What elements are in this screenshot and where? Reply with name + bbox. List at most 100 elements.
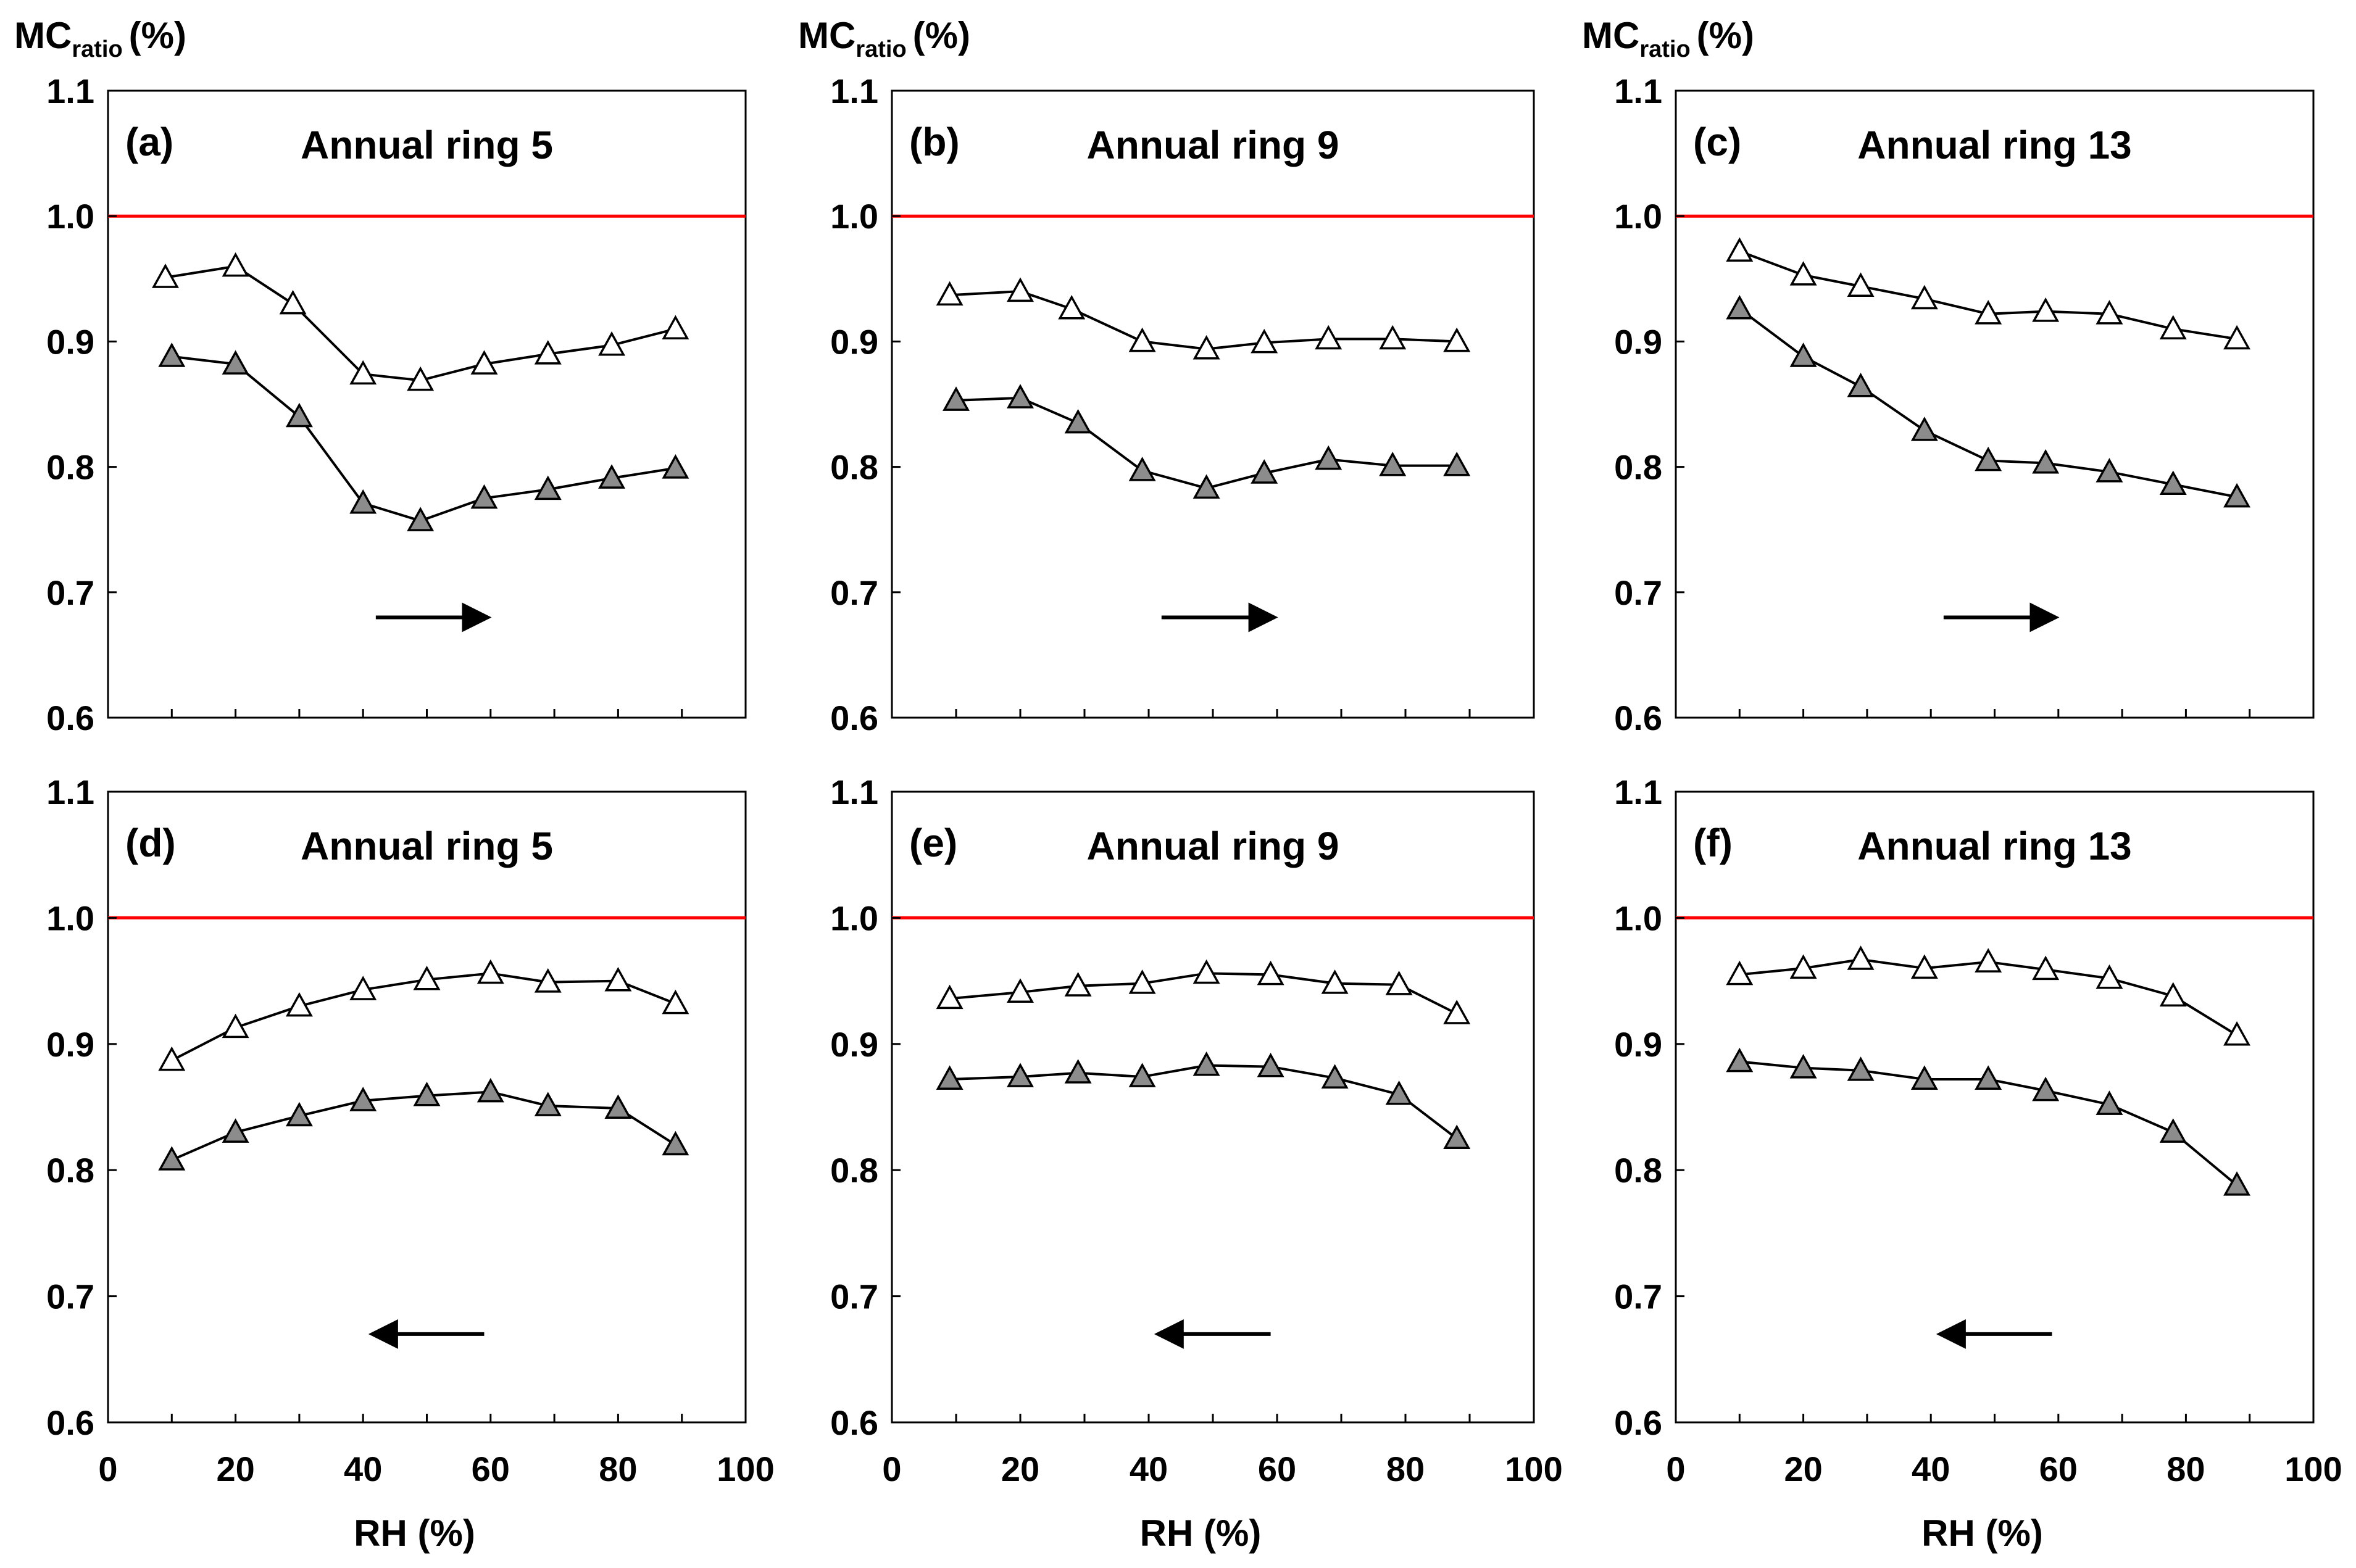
y-tick-label: 0.7 [1614,573,1662,612]
y-axis-label-unit: (%) [1697,15,1754,56]
y-tick-label: 0.9 [830,322,878,361]
open-triangle-marker [1251,328,1278,354]
y-tick-label: 1.1 [46,773,94,811]
filled-triangle-marker [1910,417,1938,441]
open-triangle-marker [936,984,964,1010]
y-axis-label: MCratio (%) [798,15,970,62]
filled-triangle-marker [1379,451,1407,476]
open-triangle-marker [1975,300,2002,325]
filled-triangle-marker [413,1082,441,1106]
y-tick-label: 1.1 [1614,72,1662,110]
panel-letter: (b) [909,120,960,164]
filled-triangle-marker [285,1101,313,1127]
open-triangle-marker [1847,272,1875,297]
y-tick-label: 1.0 [1614,898,1662,937]
y-axis-label: MCratio (%) [1582,15,1754,62]
open-triangle-marker [1058,294,1086,320]
open-triangle-marker [662,989,689,1014]
y-tick-label: 0.6 [46,1403,94,1442]
open-triangle-marker [604,966,632,992]
filled-triangle-marker [1789,1054,1817,1079]
y-axis-label-main: MC [798,15,855,56]
open-triangle-marker [1385,971,1413,995]
open-triangle-marker [1789,954,1817,979]
filled-triangle-marker [1128,1063,1156,1087]
open-triangle-marker [1128,969,1156,994]
filled-triangle-marker [158,1146,186,1171]
filled-triangle-marker [1064,1059,1092,1084]
open-triangle-marker [151,263,179,288]
x-tick-label: 60 [1258,1450,1296,1488]
open-triangle-marker [1443,1000,1471,1024]
open-triangle-marker [1193,334,1220,360]
y-tick-label: 1.1 [830,773,878,811]
filled-triangle-marker [662,1130,689,1156]
x-axis-label: RH (%) [1140,1512,1262,1554]
filled-triangle-marker [1251,459,1278,484]
y-tick-label: 1.0 [46,197,94,236]
filled-triangle-marker [2159,470,2187,495]
open-triangle-marker [1847,945,1875,970]
open-triangle-marker [2159,982,2187,1007]
y-axis-label-unit: (%) [913,15,970,56]
panel-b: 0.6 0.7 0.8 0.9 1.0 1.1 (b) Annual ring 9 MCrati… [798,15,1535,737]
filled-triangle-marker [1193,474,1220,499]
open-triangle-marker [1443,327,1471,352]
open-triangle-marker [285,992,313,1017]
x-axis-label: RH (%) [354,1512,475,1554]
y-tick-label: 0.8 [1614,448,1662,487]
x-tick-label: 20 [1784,1450,1822,1488]
open-triangle-marker [598,331,626,356]
y-tick-label: 0.6 [1614,1403,1662,1442]
open-triangle-marker [413,965,441,990]
y-axis-label-sub: ratio [72,36,122,62]
filled-triangle-marker [943,386,970,411]
filled-triangle-marker [2096,1090,2123,1115]
y-tick-label: 1.1 [1614,773,1662,811]
filled-triangle-marker [662,454,689,479]
plot-frame [107,790,747,1424]
open-triangle-marker [2096,964,2123,989]
open-triangle-marker [1007,978,1034,1003]
filled-triangle-marker [470,484,498,509]
filled-triangle-marker [1385,1080,1413,1105]
y-tick-label: 1.0 [830,898,878,937]
filled-triangle-marker [285,402,313,428]
open-triangle-marker [1789,261,1817,286]
open-triangle-marker [2032,955,2060,981]
y-tick-label: 0.8 [1614,1151,1662,1190]
panel-f: 0.6 0.7 0.8 0.9 1.0 1.1 0 20 40 60 80 100 RH (%) (f) A… [1614,773,2342,1554]
open-triangle-marker [349,360,377,385]
filled-triangle-marker [1128,457,1156,481]
filled-triangle-marker [349,489,377,514]
x-tick-label: 20 [216,1450,254,1488]
y-tick-label: 0.8 [46,1151,94,1190]
x-tick-label: 100 [717,1450,774,1488]
y-tick-label: 0.7 [46,573,94,612]
filled-triangle-marker [1789,342,1817,367]
panel-letter: (e) [909,821,957,865]
y-axis-label: MCratio (%) [14,15,186,62]
y-axis-label-sub: ratio [1639,36,1690,62]
x-tick-label: 100 [1505,1450,1562,1488]
filled-triangle-marker [1847,372,1875,397]
filled-triangle-marker [222,1118,249,1143]
filled-triangle-marker [534,475,562,500]
filled-triangle-marker [598,464,626,489]
x-tick-label: 100 [2284,1450,2342,1488]
y-tick-label: 0.8 [830,448,878,487]
filled-triangle-marker [2159,1118,2187,1143]
y-tick-label: 0.9 [830,1025,878,1064]
plot-frame [891,89,1535,719]
y-tick-label: 1.0 [46,898,94,937]
open-triangle-marker [662,315,689,340]
y-tick-label: 1.0 [830,197,878,236]
x-tick-label: 80 [599,1450,637,1488]
y-tick-label: 0.6 [46,699,94,737]
open-triangle-marker [936,281,964,306]
filled-triangle-marker [349,1087,377,1111]
open-triangle-marker [1315,325,1342,350]
open-triangle-marker [1007,277,1034,302]
filled-triangle-marker [477,1077,504,1103]
